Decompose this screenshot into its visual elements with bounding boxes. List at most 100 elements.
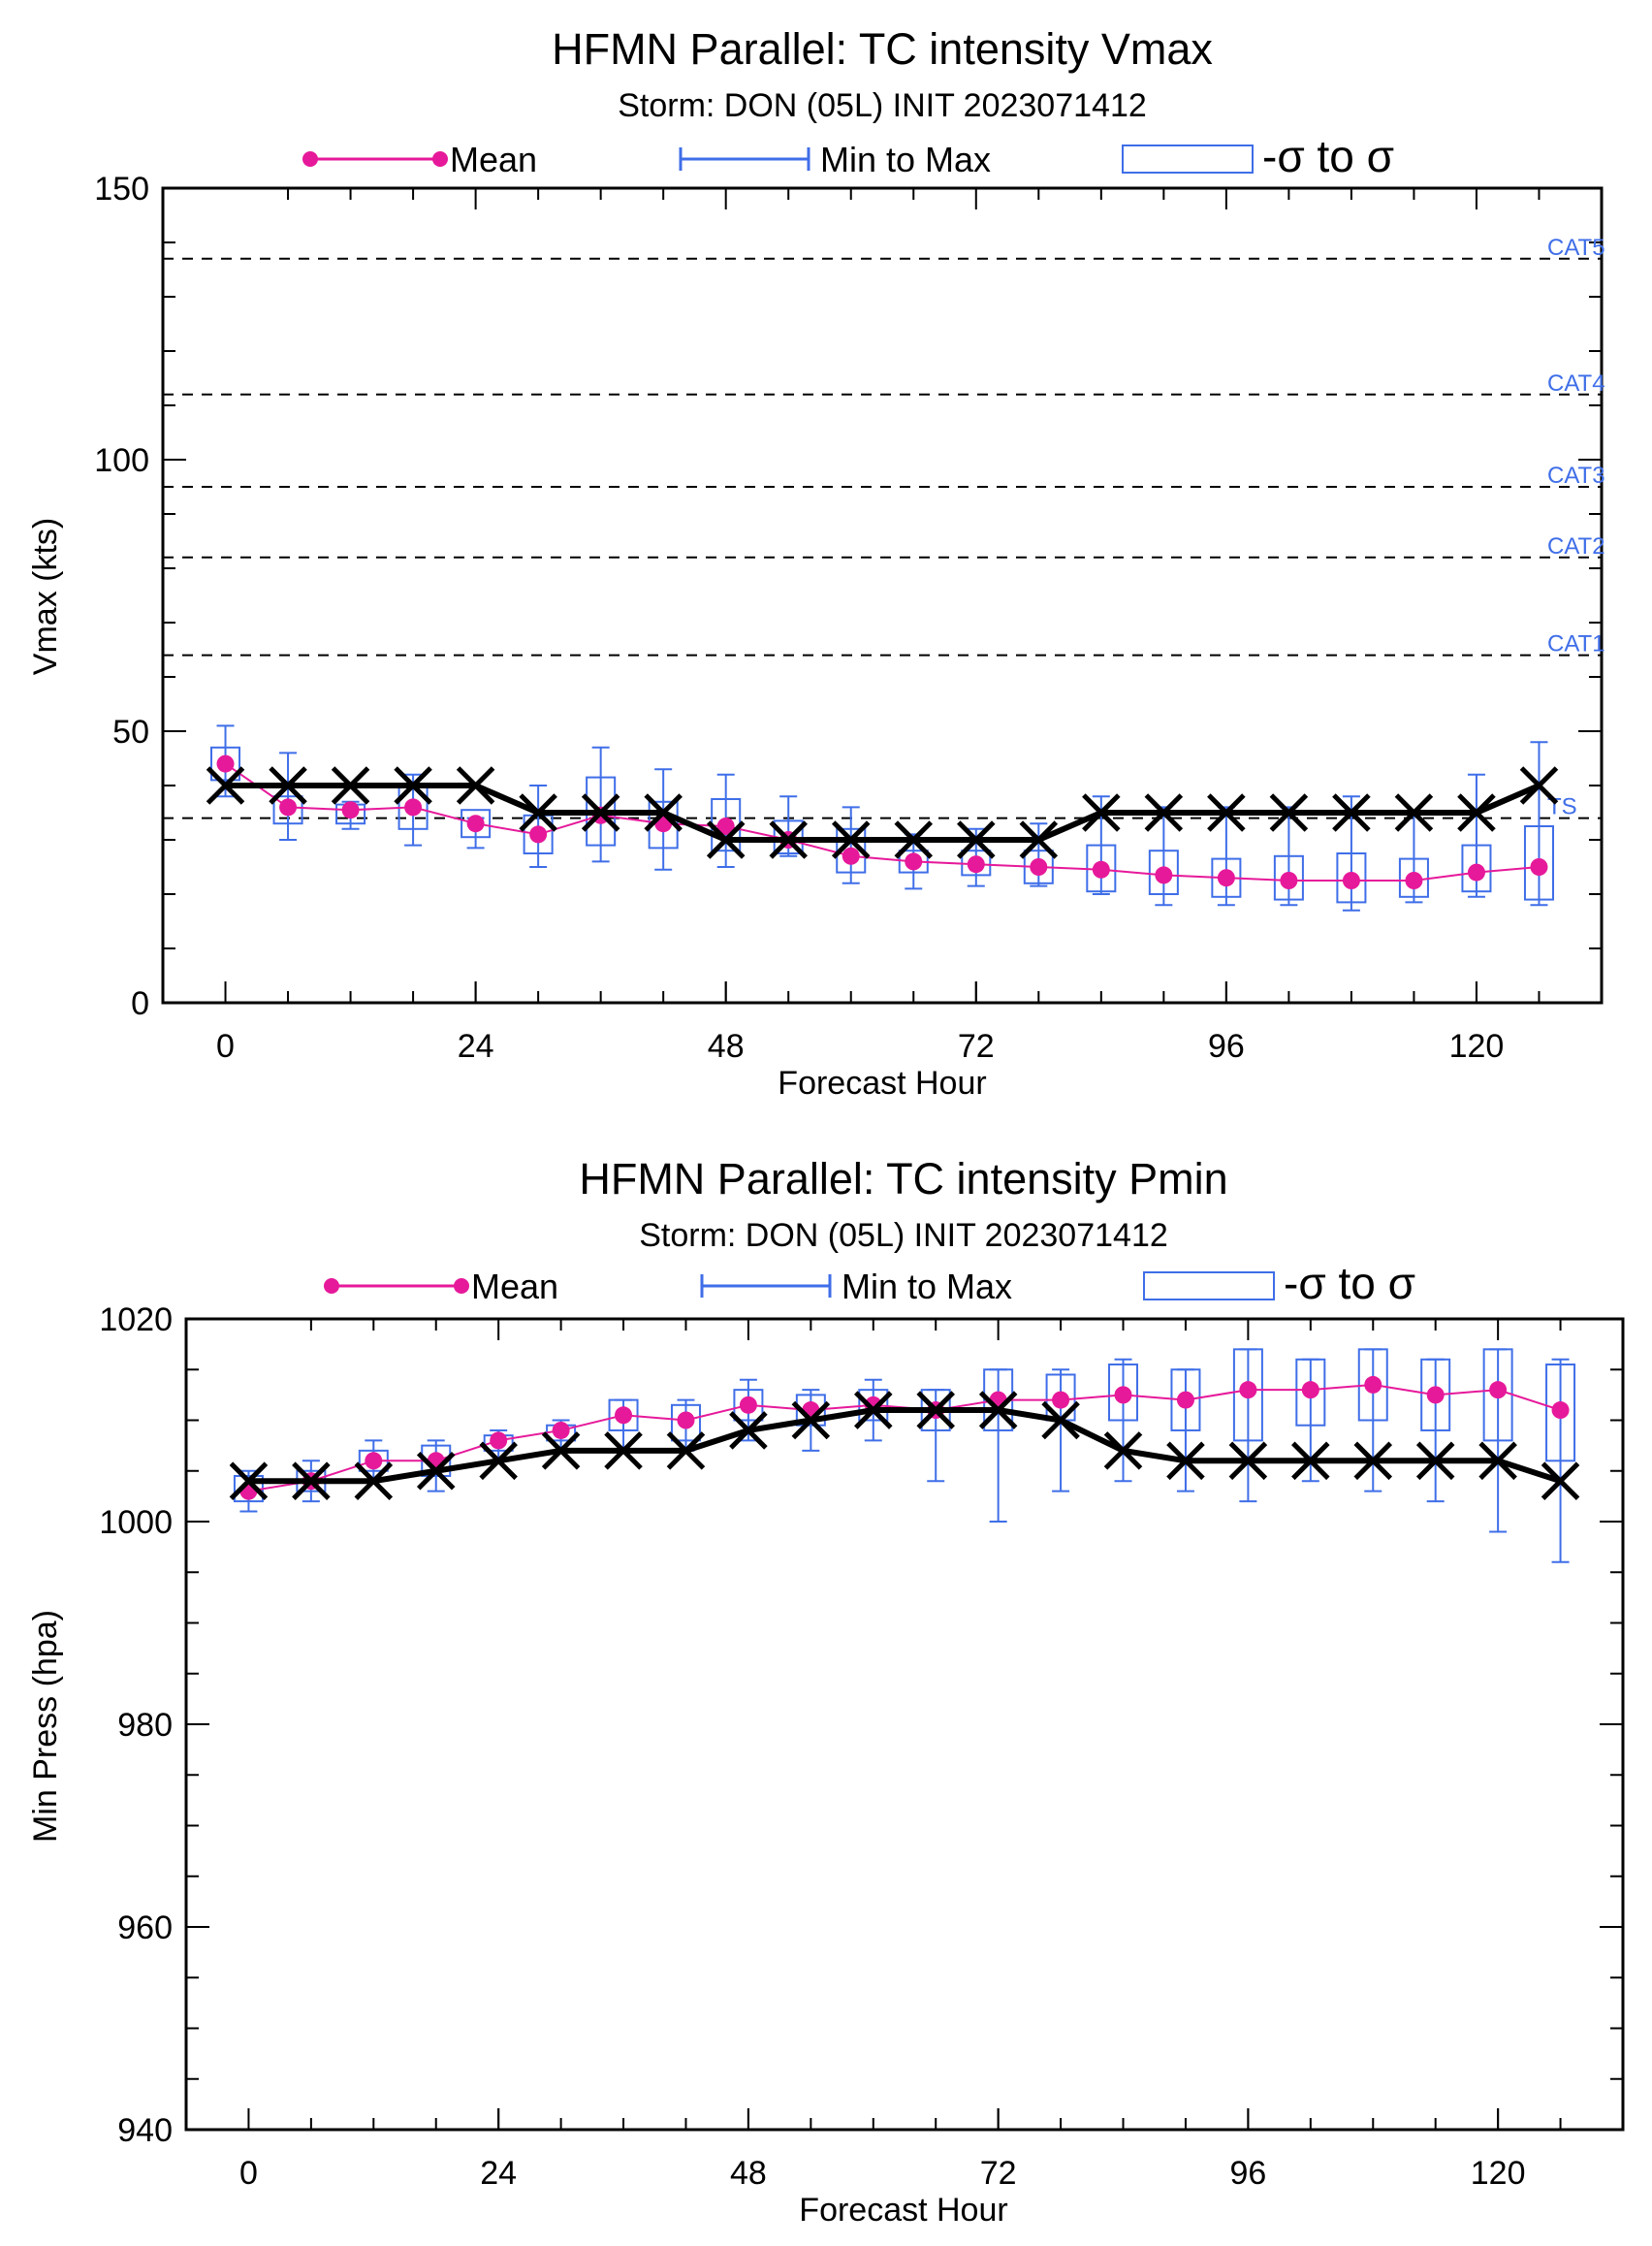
vmax-observed-marker: [1269, 793, 1309, 832]
pmin-observed-marker: [729, 1411, 768, 1450]
pmin-legend-sigma-box: [1143, 1271, 1275, 1300]
vmax-mean-point: [716, 818, 735, 835]
pmin-x-axis-title: Forecast Hour: [799, 2192, 1007, 2229]
pmin-mean-point: [365, 1452, 383, 1470]
pmin-observed-marker: [1166, 1441, 1205, 1481]
vmax-observed-marker: [1457, 793, 1496, 832]
vmax-mean-point: [967, 855, 985, 874]
pmin-x-tick-label: 120: [1471, 2155, 1526, 2192]
pmin-x-tick-label: 0: [239, 2155, 258, 2192]
pmin-mean-point: [1301, 1381, 1319, 1399]
vmax-legend-mean-label: Mean: [450, 140, 537, 179]
vmax-observed-marker: [644, 793, 683, 832]
vmax-y-axis-title: Vmax (kts): [27, 518, 64, 675]
vmax-mean-point: [1405, 872, 1423, 889]
pmin-observed-marker: [604, 1431, 643, 1470]
pmin-panel: HFMN Parallel: TC intensity Pmin Storm: …: [27, 1154, 1625, 2229]
pmin-observed-marker: [666, 1431, 706, 1470]
pmin-observed-marker: [292, 1461, 331, 1500]
pmin-x-tick-label: 96: [1229, 2155, 1266, 2192]
vmax-observed-marker: [1144, 793, 1184, 832]
vmax-mean-point: [529, 825, 548, 844]
vmax-legend-sigma-box: [1122, 144, 1254, 174]
vmax-y-tick-label: 150: [94, 171, 149, 208]
vmax-mean-point: [466, 815, 485, 833]
pmin-mean-point: [1239, 1381, 1257, 1399]
pmin-mean-point: [1176, 1391, 1194, 1409]
vmax-threshold-label-cat3: CAT3: [1547, 463, 1605, 489]
pmin-legend: Mean Min to Max -σ to σ: [324, 1258, 1415, 1308]
pmin-plot-frame: [184, 1317, 1625, 2132]
vmax-mean-point: [842, 847, 860, 865]
pmin-observed-marker: [1541, 1461, 1580, 1500]
vmax-chart-subtitle: Storm: DON (05L) INIT 2023071412: [618, 87, 1147, 124]
vmax-mean-point: [1155, 866, 1173, 884]
vmax-mean-point: [1030, 858, 1048, 876]
pmin-mean-point: [739, 1396, 757, 1414]
vmax-legend-range-label: Min to Max: [820, 140, 991, 179]
pmin-observed-marker: [1041, 1400, 1080, 1440]
pmin-y-axis-title: Min Press (hpa): [27, 1610, 64, 1843]
vmax-y-tick-label: 50: [112, 714, 149, 751]
vmax-x-tick-label: 48: [708, 1028, 745, 1065]
vmax-x-tick-label: 72: [958, 1028, 995, 1065]
vmax-threshold-label-cat4: CAT4: [1547, 370, 1605, 397]
vmax-legend-sigma-label: -σ to σ: [1262, 131, 1394, 181]
vmax-plot-frame: [161, 186, 1604, 1005]
vmax-threshold-label-cat2: CAT2: [1547, 533, 1605, 560]
pmin-mean-point: [1489, 1381, 1508, 1399]
vmax-observed-marker: [957, 820, 996, 859]
vmax-observed-marker: [1394, 793, 1434, 832]
vmax-observed-series: [206, 766, 1559, 859]
vmax-observed-marker: [519, 793, 557, 832]
pmin-legend-mean-label: Mean: [471, 1267, 558, 1306]
vmax-mean-point: [404, 798, 423, 817]
pmin-observed-marker: [1228, 1441, 1268, 1481]
pmin-mean-point: [1364, 1375, 1382, 1394]
pmin-y-tick-label: 1000: [99, 1504, 173, 1541]
pmin-legend-range-label: Min to Max: [842, 1267, 1012, 1306]
vmax-observed-marker: [1082, 793, 1121, 832]
vmax-observed-line: [225, 783, 1541, 843]
pmin-mean-point: [1426, 1386, 1445, 1404]
pmin-observed-marker: [416, 1451, 456, 1491]
pmin-x-tick-label: 72: [980, 2155, 1017, 2192]
pmin-observed-marker: [1415, 1441, 1455, 1481]
pmin-observed-series: [229, 1391, 1580, 1500]
pmin-mean-point: [677, 1411, 695, 1429]
vmax-observed-marker: [206, 766, 245, 805]
pmin-mean-point: [552, 1421, 570, 1439]
vmax-threshold-label-cat1: CAT1: [1547, 631, 1605, 658]
pmin-y-tick-label: 960: [117, 1909, 173, 1946]
pmin-axis-ticks: 0 24 48 72 96 120 940 960 980 1000 1020: [99, 1301, 1623, 2192]
vmax-legend: Mean Min to Max -σ to σ: [302, 131, 1394, 181]
pmin-x-tick-label: 24: [480, 2155, 517, 2192]
vmax-mean-line: [224, 762, 1540, 882]
vmax-mean-point: [1092, 860, 1110, 879]
pmin-observed-line: [248, 1407, 1562, 1485]
vmax-observed-marker: [581, 793, 620, 832]
pmin-x-tick-label: 48: [730, 2155, 767, 2192]
pmin-observed-marker: [978, 1391, 1018, 1429]
vmax-observed-marker: [331, 766, 370, 805]
vmax-observed-marker: [1019, 820, 1059, 859]
vmax-threshold-label-cat5: CAT5: [1547, 235, 1605, 261]
vmax-x-tick-label: 96: [1208, 1028, 1245, 1065]
pmin-mean-point: [1551, 1401, 1570, 1420]
pmin-chart-title: HFMN Parallel: TC intensity Pmin: [579, 1154, 1227, 1203]
pmin-observed-marker: [354, 1461, 394, 1500]
vmax-legend-mean-marker-right: [432, 151, 448, 167]
vmax-observed-marker: [1519, 766, 1559, 805]
vmax-observed-marker: [831, 820, 871, 859]
vmax-legend-mean-marker-left: [302, 151, 318, 167]
pmin-y-tick-label: 1020: [99, 1301, 173, 1338]
vmax-y-tick-label: 0: [131, 985, 149, 1022]
pmin-legend-mean-marker-left: [324, 1278, 339, 1294]
vmax-observed-marker: [394, 766, 432, 805]
pmin-y-tick-label: 980: [117, 1707, 173, 1744]
pmin-observed-marker: [854, 1391, 893, 1429]
vmax-axis-ticks: 0 24 48 72 96 120 0 50 100 150: [94, 171, 1602, 1065]
pmin-mean-point: [1114, 1386, 1132, 1404]
pmin-observed-marker: [1478, 1441, 1517, 1481]
vmax-mean-point: [1342, 872, 1360, 889]
